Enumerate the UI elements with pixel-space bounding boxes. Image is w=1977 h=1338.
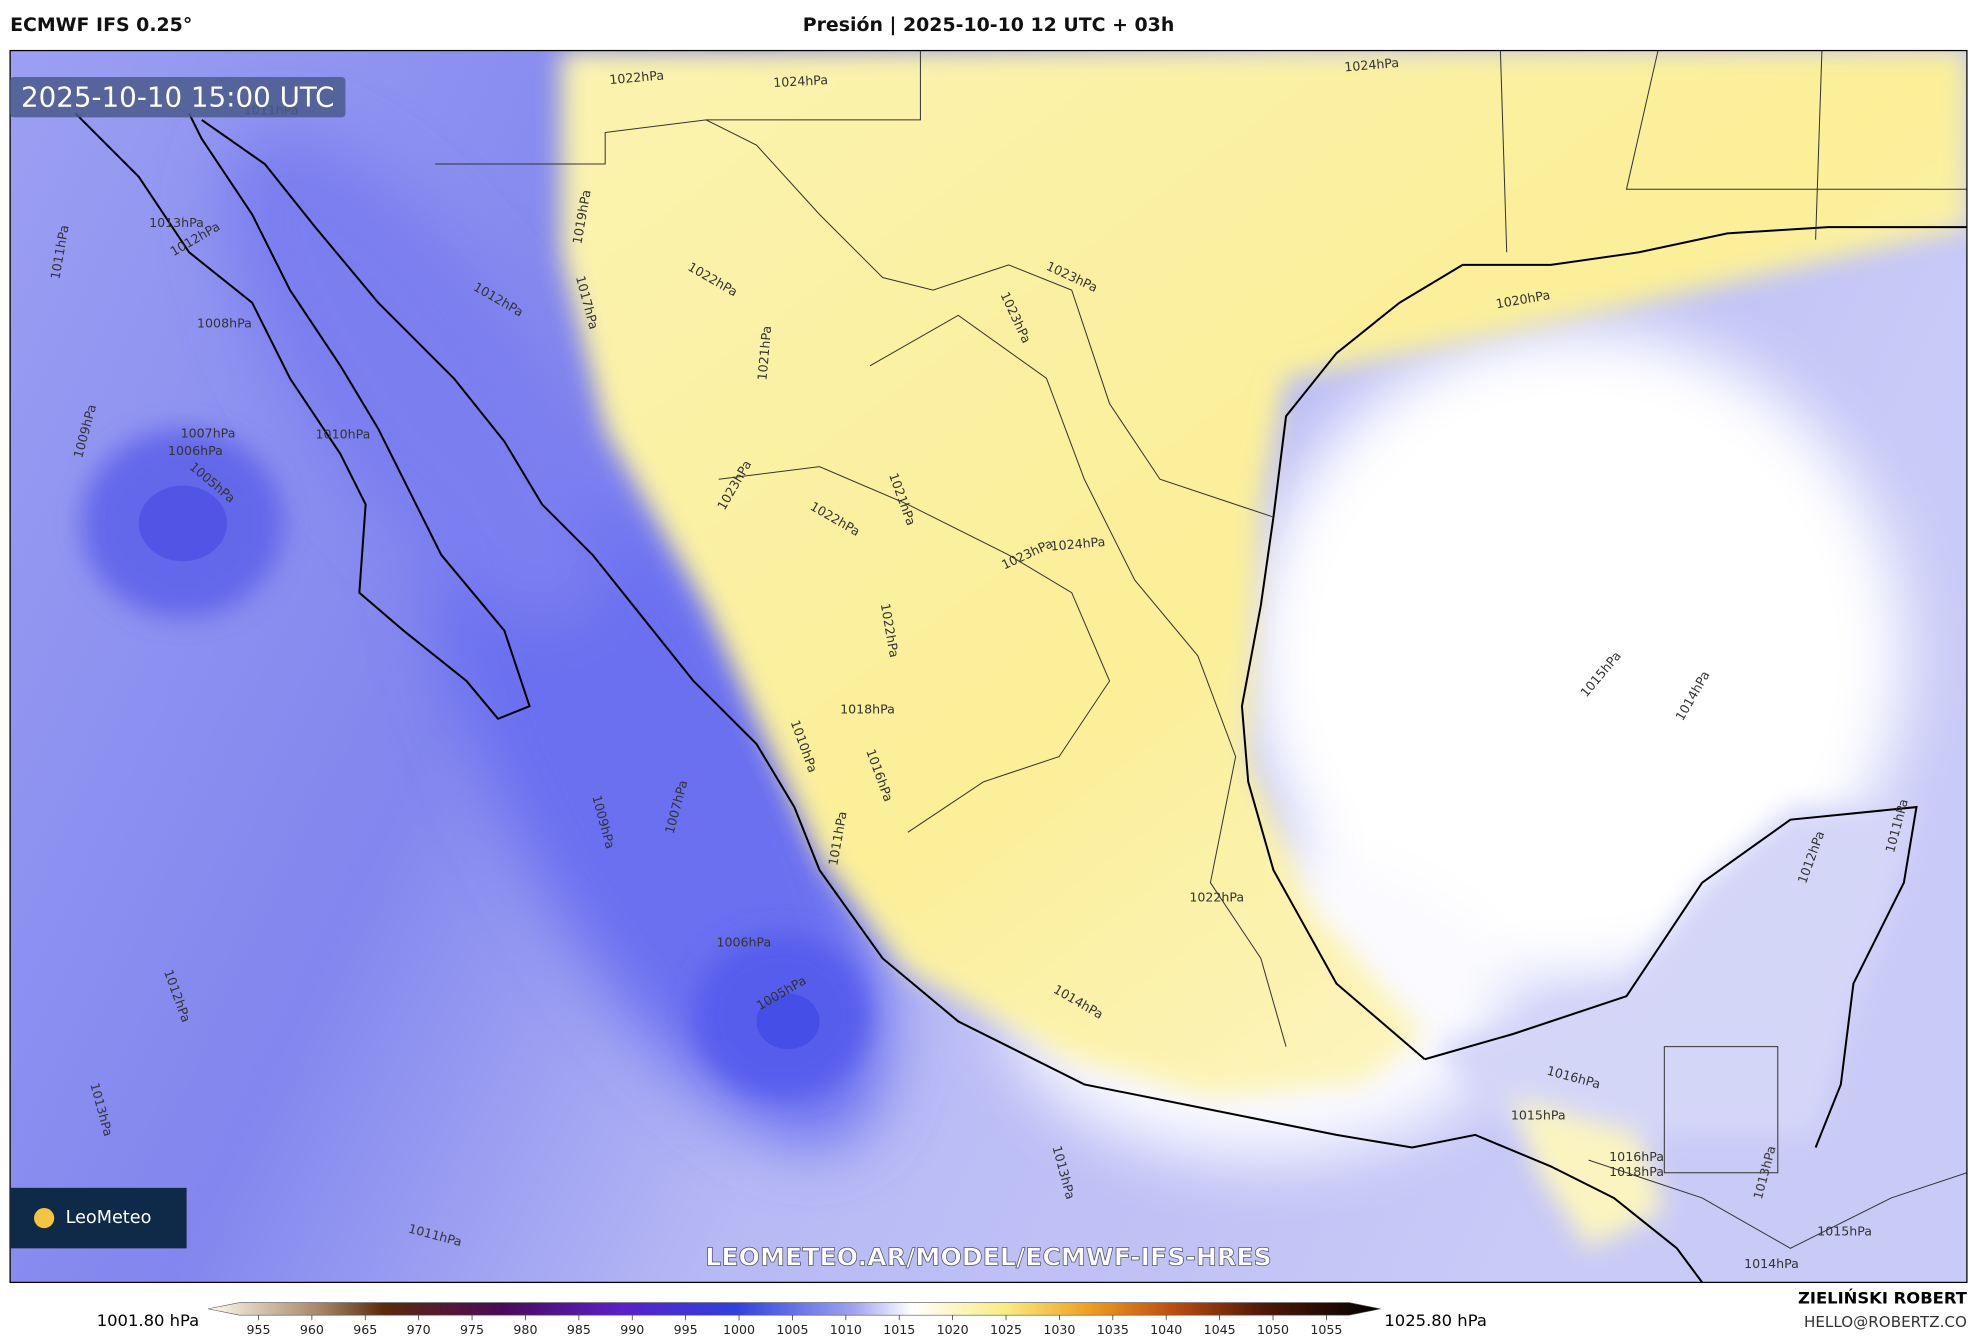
colorbar-tick-label: 1050 xyxy=(1257,1322,1289,1337)
colorbar-min: 1001.80 hPa xyxy=(97,1311,199,1330)
colorbar-max: 1025.80 hPa xyxy=(1384,1311,1486,1330)
colorbar-tick-label: 990 xyxy=(620,1322,644,1337)
contour-label: 1024hPa xyxy=(1344,55,1400,75)
contour-label: 1024hPa xyxy=(1050,534,1106,554)
contour-label: 1024hPa xyxy=(773,72,828,90)
contour-label: 1014hPa xyxy=(1744,1256,1799,1271)
contour-label: 1016hPa xyxy=(1609,1149,1664,1164)
contour-label: 1007hPa xyxy=(181,425,236,440)
colorbar-tick-label: 1005 xyxy=(776,1322,808,1337)
timestamp: 2025-10-10 15:00 UTC xyxy=(21,80,335,113)
credit-author: ZIELIŃSKI ROBERT xyxy=(1798,1288,1968,1307)
colorbar-tick-label: 985 xyxy=(567,1322,591,1337)
colorbar-tick-label: 965 xyxy=(353,1322,377,1337)
map-title: Presión | 2025-10-10 12 UTC + 03h xyxy=(803,14,1175,36)
contour-label: 1022hPa xyxy=(1189,889,1244,904)
colorbar xyxy=(207,1302,1381,1316)
logo: LeoMeteo xyxy=(66,1208,152,1228)
colorbar-tick-label: 1040 xyxy=(1150,1322,1182,1337)
contour-label: 1013hPa xyxy=(149,215,204,230)
contour-label: 1022hPa xyxy=(609,67,665,87)
contour-label: 1006hPa xyxy=(717,935,772,950)
contour-label: 1018hPa xyxy=(840,701,895,716)
colorbar-tick-label: 1015 xyxy=(883,1322,915,1337)
contour-label: 1006hPa xyxy=(168,443,223,458)
colorbar-tick-label: 970 xyxy=(407,1322,431,1337)
map xyxy=(10,50,1967,1283)
contour-label: 1010hPa xyxy=(316,427,371,442)
contour-label: 1015hPa xyxy=(1817,1223,1872,1238)
colorbar-tick-label: 1010 xyxy=(830,1322,862,1337)
watermark: LEOMETEO.AR/MODEL/ECMWF-IFS-HRES xyxy=(705,1242,1271,1271)
colorbar-tick-label: 1045 xyxy=(1204,1322,1236,1337)
colorbar-tick-label: 955 xyxy=(246,1322,270,1337)
colorbar-tick-label: 960 xyxy=(300,1322,324,1337)
timestamp-box xyxy=(10,77,346,118)
colorbar-tick-label: 1030 xyxy=(1043,1322,1075,1337)
colorbar-tick-label: 1020 xyxy=(937,1322,969,1337)
map-frame xyxy=(9,49,1968,1284)
colorbar-tick-label: 1025 xyxy=(990,1322,1022,1337)
colorbar-tick-label: 975 xyxy=(460,1322,484,1337)
logo-sun xyxy=(34,1208,55,1229)
colorbar-tick-label: 1035 xyxy=(1097,1322,1129,1337)
credit-email: HELLO@ROBERTZ.CO xyxy=(1804,1313,1967,1331)
contour-label: 1018hPa xyxy=(1609,1164,1664,1179)
colorbar-tick-label: 995 xyxy=(674,1322,698,1337)
contour-label: 1015hPa xyxy=(1511,1107,1566,1122)
colorbar-tick-label: 1055 xyxy=(1310,1322,1342,1337)
colorbar-tick-label: 1000 xyxy=(723,1322,755,1337)
contour-label: 1021hPa xyxy=(754,325,774,381)
colorbar-tick-label: 980 xyxy=(513,1322,537,1337)
contour-label: 1008hPa xyxy=(197,316,252,331)
colorbar-ticks: 955 960 965 970 975 980 985 990 995 1000 1005 1010 1… xyxy=(246,1315,1342,1337)
model-name: ECMWF IFS 0.25° xyxy=(10,14,192,36)
